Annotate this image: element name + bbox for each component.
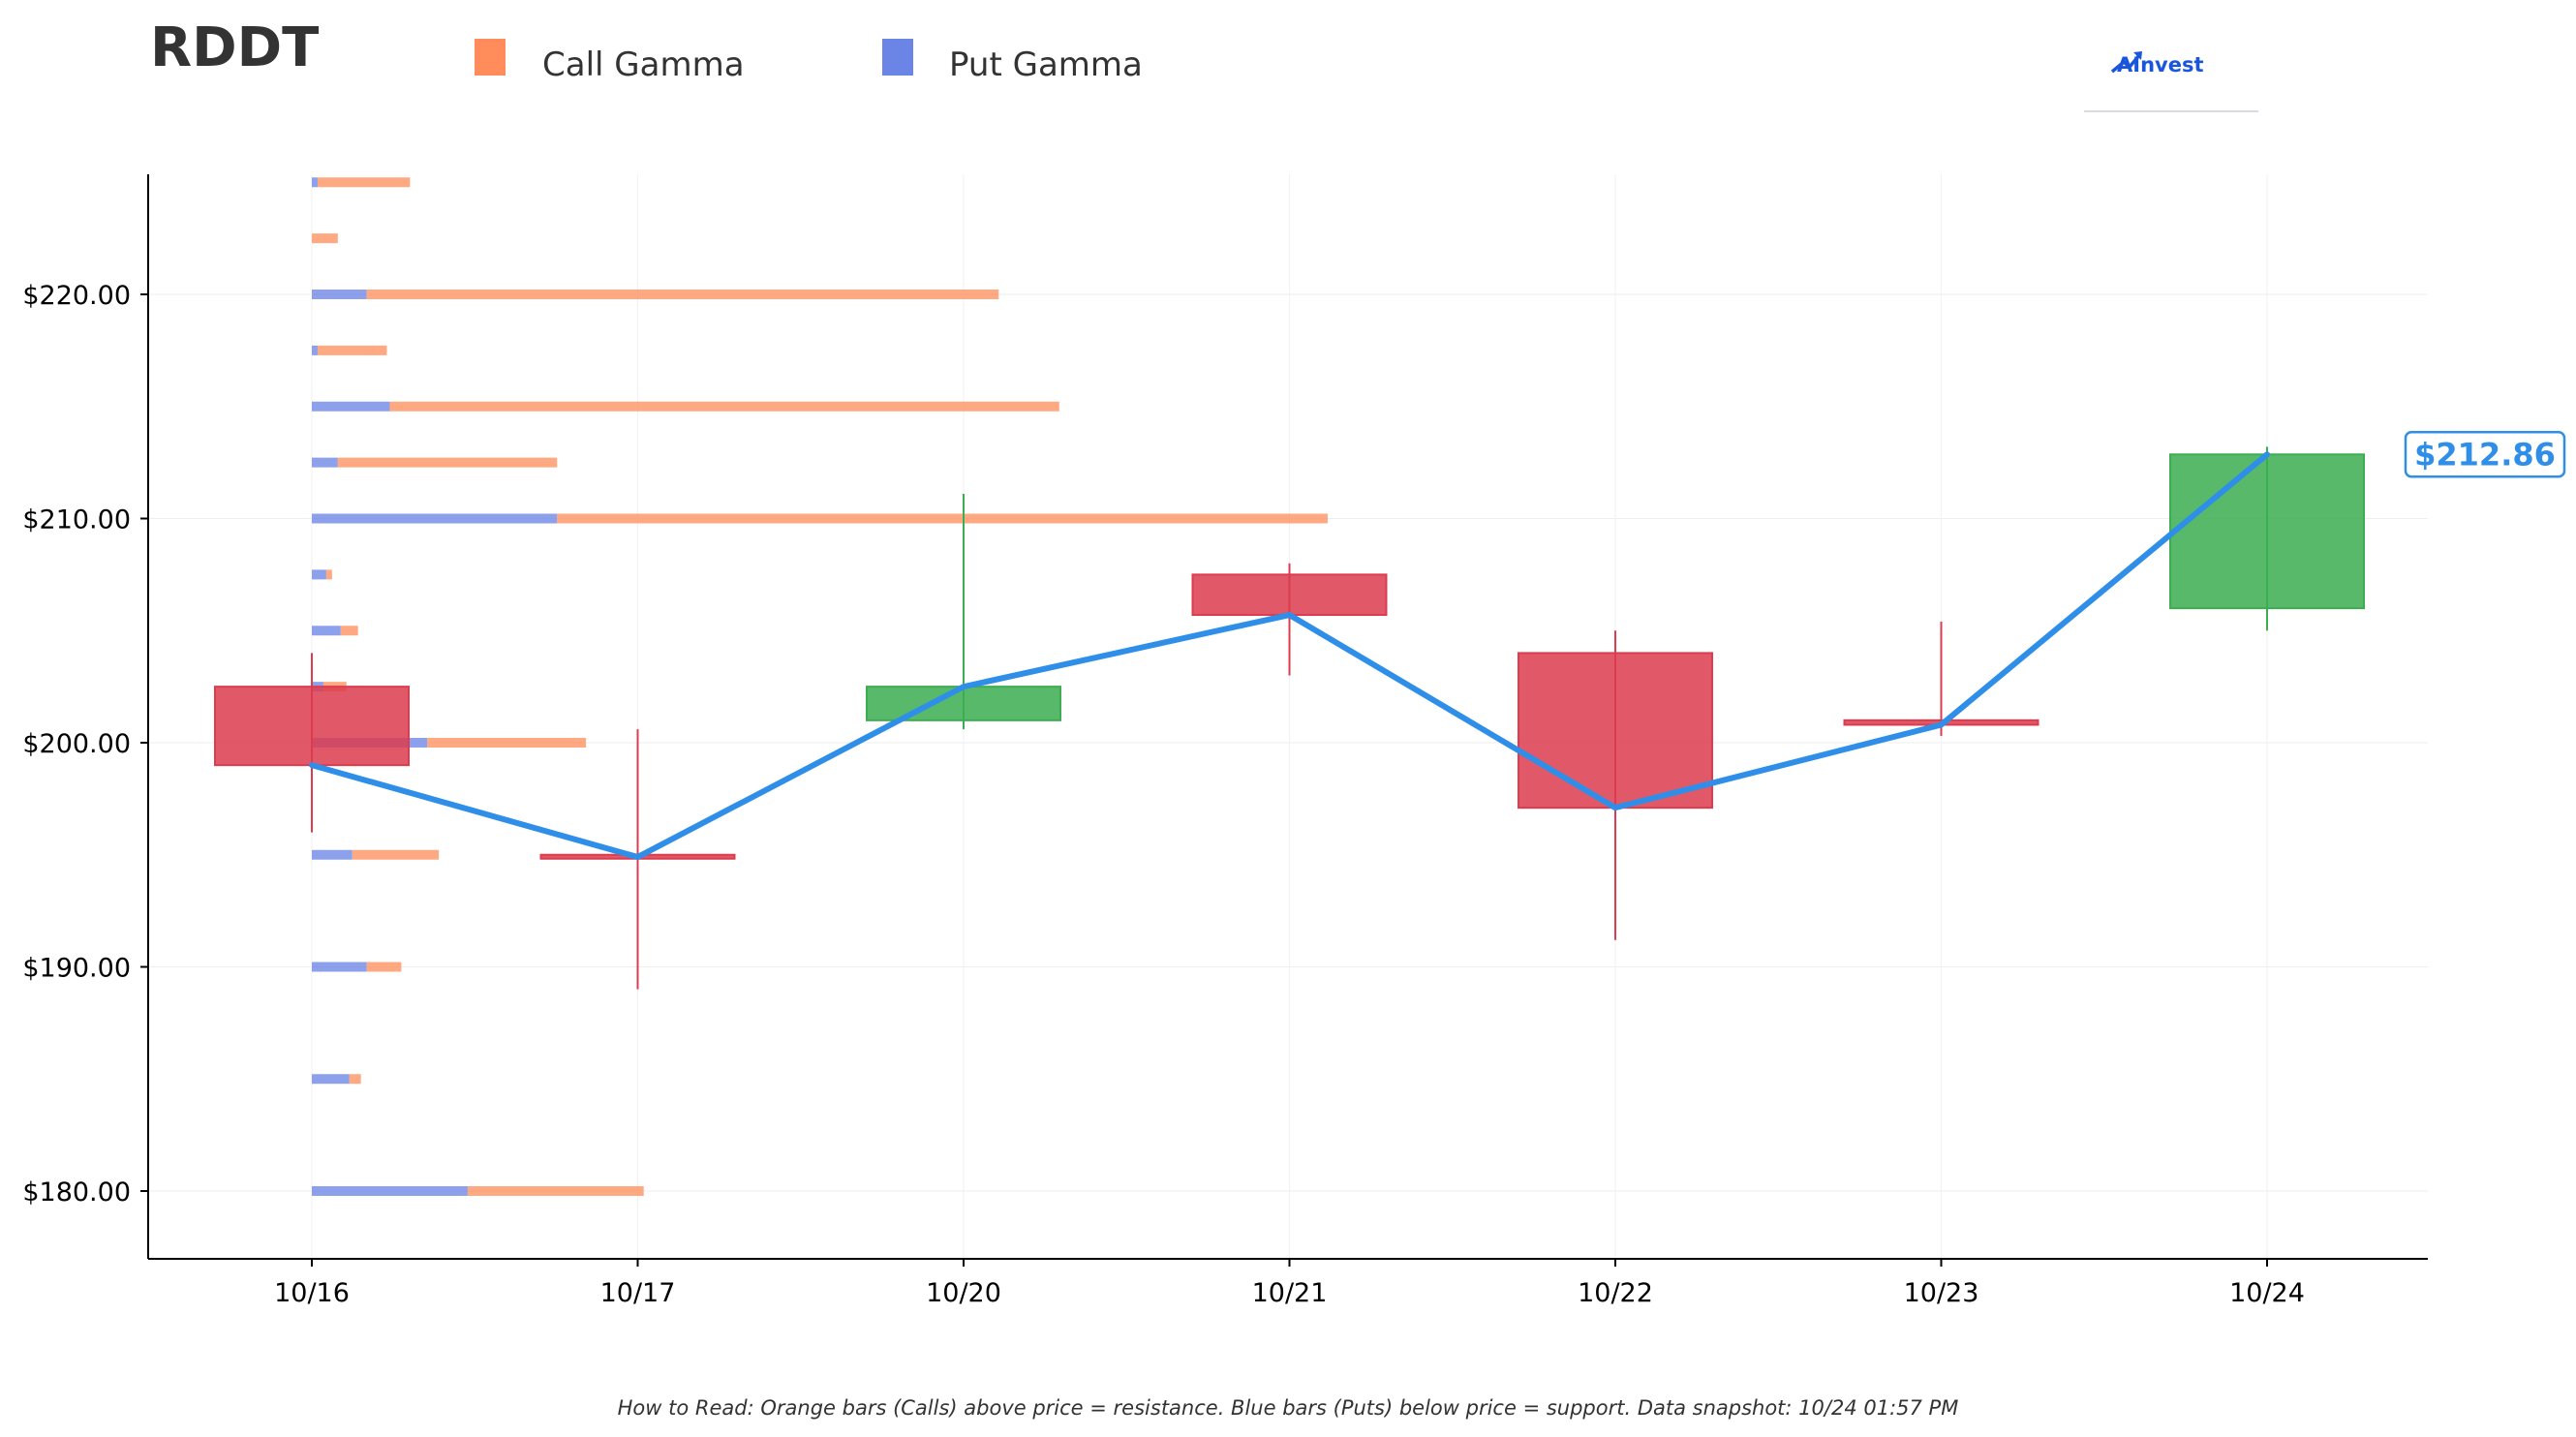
gamma-bar-call [337,457,558,468]
y-tick-label: $200.00 [22,729,131,759]
gamma-bar-call [317,177,411,188]
y-tick-label: $210.00 [22,505,131,535]
candle-body [1191,573,1388,617]
legend: Call Gamma Put Gamma [475,39,1143,84]
gamma-bar-call [352,849,440,860]
gamma-bar-put [312,401,390,412]
gamma-bar-put [312,849,353,860]
last-price-label: $212.86 [2414,436,2556,473]
gamma-bar-put [312,1186,468,1196]
candle-body [1518,652,1713,810]
gamma-bar-call [366,290,999,299]
grid [148,174,2428,1259]
y-tick-label: $190.00 [22,954,131,984]
legend-label-call: Call Gamma [542,46,745,84]
x-tick-label: 10/17 [600,1278,676,1308]
axes: $180.00 $190.00 $200.00 $210.00 $220.00 10/16… [22,174,2428,1308]
legend-swatch-call [475,39,506,76]
gamma-bar-put [312,345,318,355]
x-tick-label: 10/23 [1904,1278,1979,1308]
price-line-layer [309,451,2270,861]
gamma-bar-put [312,569,326,580]
x-tick-label: 10/16 [274,1278,350,1308]
gamma-bars [312,177,1328,1196]
gamma-bar-call [427,738,587,748]
x-tick-label: 10/22 [1578,1278,1653,1308]
gamma-bar-call [467,1186,644,1196]
how-to-read-note: How to Read: Orange bars (Calls) above p… [618,1396,1959,1420]
gamma-bar-put [312,457,338,468]
x-tick-label: 10/21 [1252,1278,1328,1308]
candle-body [214,686,410,767]
y-tick-label: $180.00 [22,1177,131,1208]
chart-arrow-icon [2110,51,2142,74]
gamma-bar-put [312,177,318,188]
close-price-line [309,451,2270,861]
y-tick-label: $220.00 [22,281,131,311]
chart-ticker: RDDT [150,16,319,79]
gamma-bar-put [312,1074,350,1085]
gamma-bar-call [340,626,358,636]
last-price-badge: $212.86 [2404,431,2566,478]
gamma-bar-put [312,962,367,972]
gamma-bar-call [366,962,402,972]
gamma-bar-put [312,626,341,636]
x-tick-label: 10/24 [2229,1278,2305,1308]
gamma-bar-call [317,345,387,355]
gamma-bar-call [312,233,338,244]
gamma-bar-call [349,1074,361,1085]
gamma-bar-put [312,513,558,524]
x-tick-label: 10/20 [926,1278,1001,1308]
brand-logo: AInvest [2084,51,2258,112]
gamma-bar-call [557,513,1328,524]
gamma-bar-put [312,290,367,299]
candle-body [2169,453,2365,610]
legend-swatch-put [882,39,913,76]
brand-logo-text: AInvest [2117,53,2204,76]
gamma-bar-call [325,569,332,580]
candle-body [866,686,1061,721]
gamma-bar-call [389,401,1059,412]
legend-label-put: Put Gamma [949,46,1143,84]
last-price-badge-box [2404,431,2566,478]
